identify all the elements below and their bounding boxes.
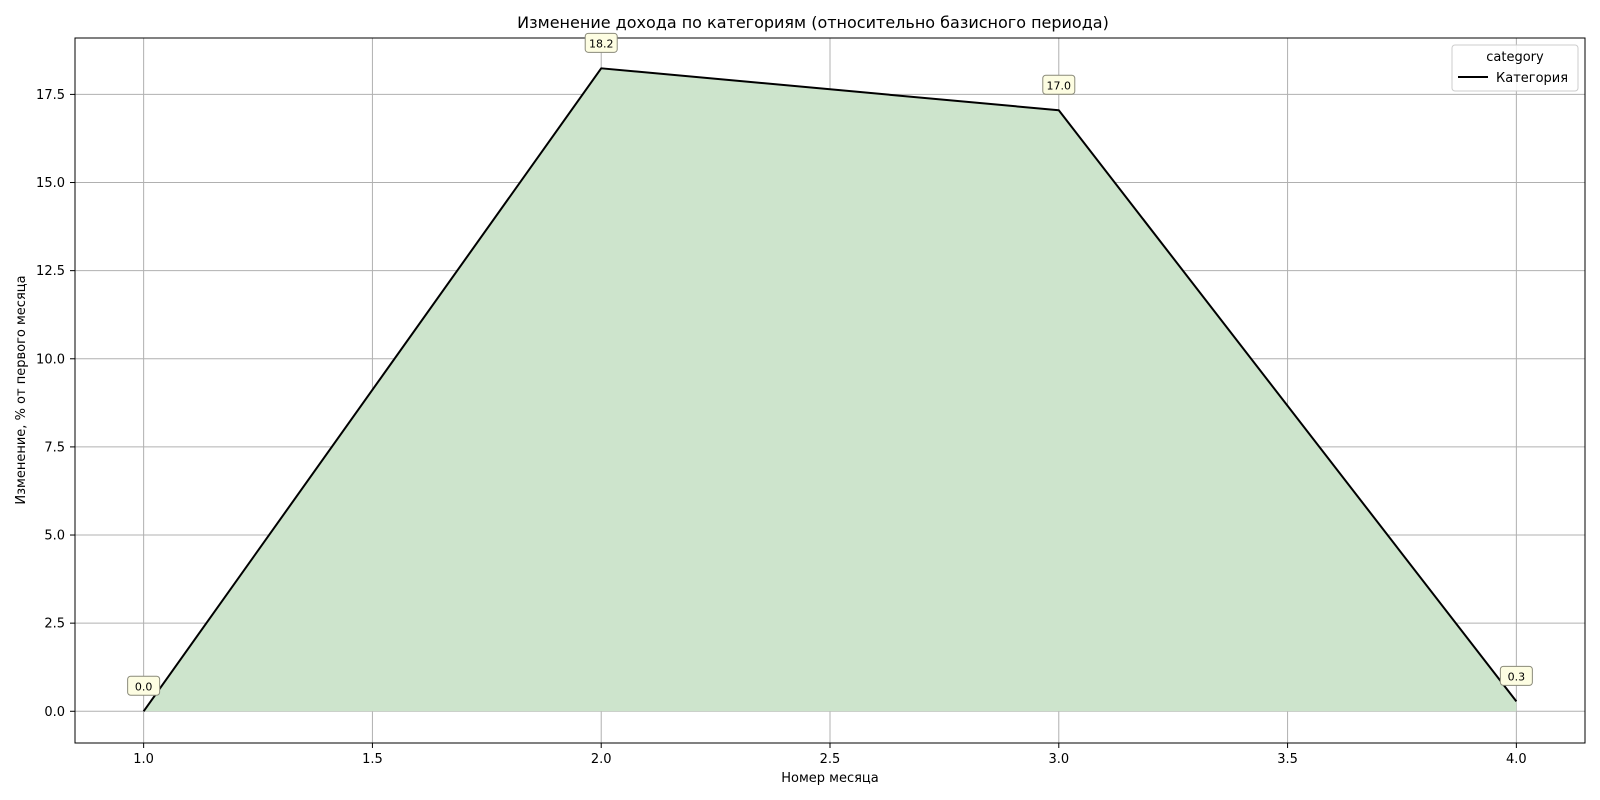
legend: category Категория: [1451, 44, 1579, 92]
x-tick-label: 4.0: [1506, 752, 1527, 767]
legend-title: category: [1486, 50, 1544, 65]
data-label-box: [1042, 74, 1076, 95]
data-labels: 0.0 18.2 17.0 0.3: [127, 32, 1533, 696]
data-label-text: 17.0: [1047, 79, 1072, 92]
data-label-box: [1499, 665, 1533, 686]
data-label: 17.0: [1042, 74, 1076, 95]
data-label-box: [127, 675, 161, 696]
data-label: 0.3: [1499, 665, 1533, 686]
area-fill: [143, 68, 1517, 712]
x-axis: 1.0 1.5 2.0 2.5 3.0 3.5 4.0: [133, 743, 1527, 767]
y-axis-title: Изменение, % от первого месяца: [14, 275, 29, 504]
y-tick-label: 15.0: [36, 176, 65, 191]
data-label-text: 18.2: [589, 37, 614, 50]
data-label: 0.0: [127, 675, 161, 696]
x-axis-title: Номер месяца: [781, 771, 879, 786]
x-tick-label: 3.5: [1277, 752, 1298, 767]
y-tick-label: 2.5: [44, 617, 65, 632]
y-tick-label: 12.5: [36, 264, 65, 279]
x-tick-label: 1.0: [133, 752, 154, 767]
data-label-text: 0.3: [1508, 670, 1526, 683]
legend-box: [1451, 44, 1579, 92]
area-layer: [143, 68, 1517, 712]
y-tick-label: 17.5: [36, 88, 65, 103]
y-tick-label: 7.5: [44, 440, 65, 455]
x-tick-label: 2.5: [820, 752, 841, 767]
line-layer: [142, 67, 1518, 712]
data-label: 18.2: [584, 32, 618, 53]
legend-label: Категория: [1496, 71, 1568, 86]
y-axis: 0.0 2.5 5.0 7.5 10.0 12.5 15.0 17.5: [36, 88, 75, 720]
x-tick-label: 2.0: [591, 752, 612, 767]
y-tick-label: 5.0: [44, 529, 65, 544]
x-tick-label: 1.5: [362, 752, 383, 767]
chart-title: Изменение дохода по категориям (относите…: [517, 13, 1109, 32]
data-label-text: 0.0: [135, 680, 153, 693]
y-tick-label: 0.0: [44, 705, 65, 720]
series-line: [142, 67, 1518, 712]
y-tick-label: 10.0: [36, 352, 65, 367]
x-tick-label: 3.0: [1048, 752, 1069, 767]
data-label-box: [584, 32, 618, 53]
